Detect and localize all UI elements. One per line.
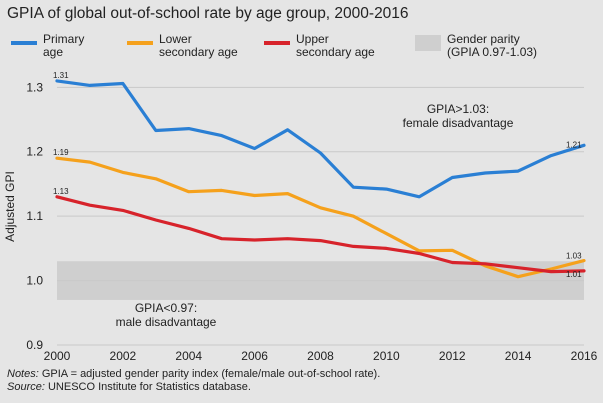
notes-line: Notes: GPIA = adjusted gender parity ind… [7,368,381,380]
y-tick-label: 1.1 [26,209,43,223]
annotation-male-line2: male disadvantage [116,315,217,329]
annotation-male-line1: GPIA<0.97: [135,301,197,315]
x-tick-label: 2004 [175,349,202,363]
x-tick-label: 2010 [373,349,400,363]
chart-notes: Notes: GPIA = adjusted gender parity ind… [7,368,597,393]
x-tick-label: 2006 [241,349,268,363]
annotation-female-line1: GPIA>1.03: [427,102,489,116]
chart-title: GPIA of global out-of-school rate by age… [7,5,409,22]
legend-label-lower-secondary: Lower secondary age [159,32,238,59]
legend-swatch-gender-parity [415,35,441,51]
end-value-label: 1.03 [566,252,582,261]
end-value-label: 1.01 [566,270,582,279]
y-axis-title: Adjusted GPI [3,171,17,242]
y-tick-label: 1.3 [26,80,43,94]
x-tick-label: 2002 [110,349,137,363]
legend-swatch-primary [11,41,37,45]
legend-label-gender-parity: Gender parity (GPIA 0.97-1.03) [447,32,538,59]
y-tick-label: 1.0 [26,274,43,288]
y-tick-label: 0.9 [26,338,43,352]
start-value-label: 1.19 [53,148,69,157]
x-tick-label: 2008 [307,349,334,363]
start-value-label: 1.31 [53,71,69,80]
legend-swatch-upper-secondary [264,41,290,45]
legend-swatch-lower-secondary [127,41,153,45]
x-tick-label: 2000 [44,349,71,363]
legend-label-upper-secondary: Upper secondary age [296,32,375,59]
source-line: Source: UNESCO Institute for Statistics … [7,380,251,393]
series-line-1 [55,156,586,279]
y-tick-label: 1.2 [26,145,43,159]
start-value-label: 1.13 [53,187,69,196]
legend-label-primary: Primary age [43,32,85,59]
series-line-2 [55,195,586,274]
x-tick-label: 2012 [439,349,466,363]
end-value-label: 1.21 [566,140,582,149]
x-tick-label: 2016 [571,349,598,363]
annotation-female-line2: female disadvantage [403,116,514,130]
series-line-0 [55,79,586,199]
x-tick-label: 2014 [505,349,532,363]
